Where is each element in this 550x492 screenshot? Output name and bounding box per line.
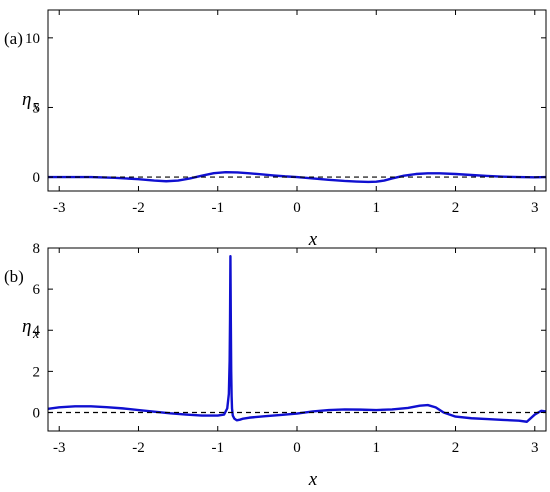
x-tick-label: 0 [293,440,301,456]
y-axis-label-subscript: x [32,100,40,115]
panel-label: (a) [4,29,23,48]
x-tick-label: -3 [53,200,66,216]
x-tick-label: -1 [211,440,224,456]
x-tick-label: -1 [211,200,224,216]
y-tick-label: 0 [33,170,41,186]
x-axis-label: x [308,229,318,250]
x-tick-label: -2 [132,200,145,216]
y-tick-label: 2 [33,364,41,380]
x-tick-label: 3 [531,200,539,216]
y-tick-label: 0 [33,405,41,421]
y-tick-label: 4 [33,323,41,339]
x-tick-label: 1 [373,440,381,456]
y-tick-label: 8 [33,241,41,257]
x-tick-label: -3 [53,440,66,456]
data-series-line [47,255,547,423]
plot-frame [47,247,547,432]
y-tick-label: 5 [33,100,41,116]
y-tick-label: 10 [25,31,40,47]
x-axis-label: x [308,469,318,490]
y-tick-label: 6 [33,282,41,298]
x-tick-label: 2 [452,200,460,216]
x-tick-label: -2 [132,440,145,456]
data-series-line [48,171,546,184]
y-axis-label: η [22,316,31,337]
x-tick-label: 2 [452,440,460,456]
panel-label: (b) [4,267,24,286]
plot-frame [47,9,547,192]
x-tick-label: 3 [531,440,539,456]
x-tick-label: 1 [373,200,381,216]
y-axis-label-subscript: x [32,327,40,342]
y-axis-label: η [22,89,31,110]
x-tick-label: 0 [293,200,301,216]
